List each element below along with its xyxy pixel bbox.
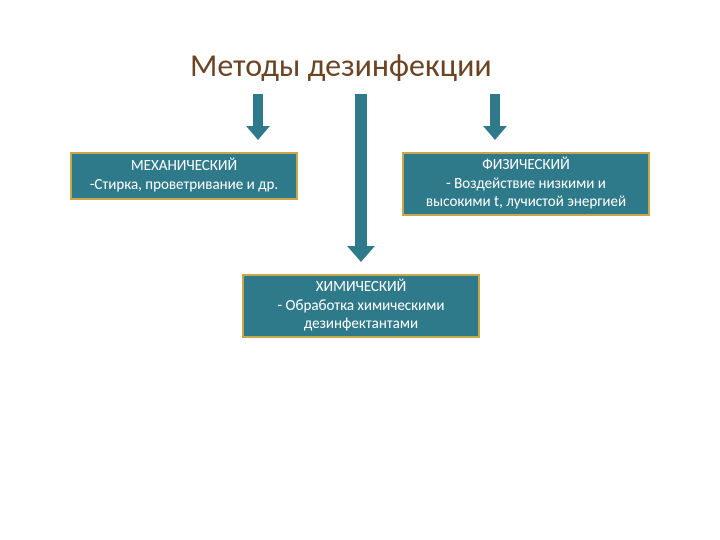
- node-physical-desc1: - Воздействие низкими и: [412, 175, 640, 194]
- node-mechanical-title: МЕХАНИЧЕСКИЙ: [80, 157, 288, 176]
- node-chemical: ХИМИЧЕСКИЙ - Обработка химическими дезин…: [242, 274, 480, 338]
- node-mechanical: МЕХАНИЧЕСКИЙ -Стирка, проветривание и др…: [70, 152, 298, 200]
- node-physical-title: ФИЗИЧЕСКИЙ: [412, 156, 640, 175]
- node-physical: ФИЗИЧЕСКИЙ - Воздействие низкими и высок…: [402, 152, 650, 216]
- node-mechanical-desc: -Стирка, проветривание и др.: [80, 176, 288, 195]
- node-chemical-desc2: дезинфектантами: [252, 315, 470, 334]
- diagram-title: Методы дезинфекции: [190, 46, 492, 85]
- node-physical-desc2: высокими t, лучистой энергией: [412, 193, 640, 212]
- node-chemical-title: ХИМИЧЕСКИЙ: [252, 278, 470, 297]
- node-chemical-desc1: - Обработка химическими: [252, 297, 470, 316]
